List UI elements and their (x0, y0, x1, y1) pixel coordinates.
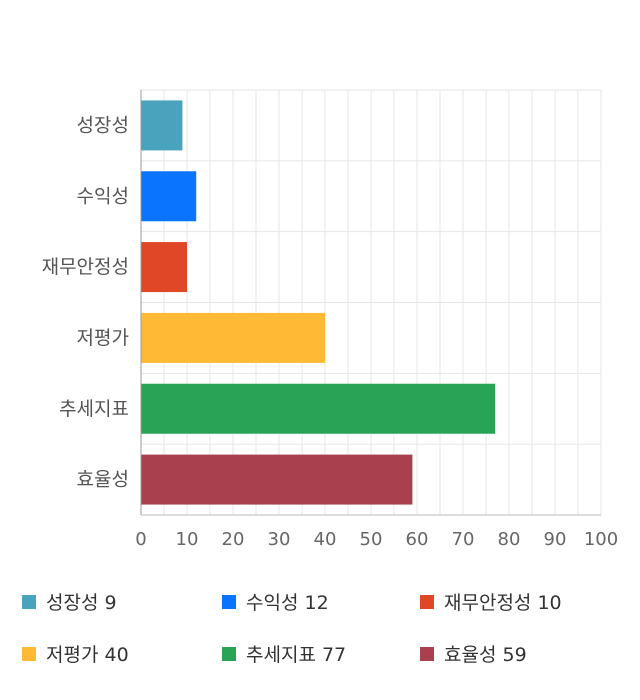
x-tick-label-4: 40 (314, 529, 337, 550)
legend-swatch (420, 646, 434, 661)
bar-1 (141, 171, 197, 222)
category-label-0: 성장성 (77, 114, 129, 136)
category-label-4: 추세지표 (59, 398, 129, 420)
legend-swatch (22, 594, 36, 609)
x-tick-label-0: 0 (135, 529, 146, 550)
legend-label: 효율성 59 (444, 644, 527, 666)
x-tick-label-2: 20 (222, 529, 245, 550)
legend-item-trend-indicator: 추세지표 77 (222, 640, 346, 667)
legend-item-financial-stability: 재무안정성 10 (420, 588, 562, 615)
legend-item-growth: 성장성 9 (22, 588, 117, 615)
bar-4 (141, 383, 496, 434)
x-tick-label-8: 80 (498, 529, 521, 550)
legend-swatch (222, 646, 236, 661)
x-tick-label-3: 30 (268, 529, 291, 550)
legend-label: 추세지표 77 (246, 644, 347, 666)
category-label-1: 수익성 (77, 185, 129, 207)
legend-label: 성장성 9 (46, 592, 117, 614)
legend-swatch (222, 594, 236, 609)
bar-0 (141, 100, 183, 151)
legend-label: 재무안정성 10 (444, 592, 562, 614)
axes (140, 90, 601, 516)
legend-label: 저평가 40 (46, 644, 129, 666)
x-tick-label-1: 10 (176, 529, 199, 550)
x-tick-label-9: 90 (544, 529, 567, 550)
legend-swatch (22, 646, 36, 661)
category-label-2: 재무안정성 (42, 256, 129, 278)
tick-labels: 0 10 20 30 40 50 60 70 80 90 100 (135, 529, 618, 550)
legend-item-efficiency: 효율성 59 (420, 640, 527, 667)
category-label-5: 효율성 (77, 469, 129, 491)
x-tick-label-6: 60 (406, 529, 429, 550)
legend: 성장성 9 수익성 12 재무안정성 10 저평가 40 추세지표 77 효율성… (0, 578, 640, 688)
x-tick-label-7: 70 (452, 529, 475, 550)
x-tick-label-5: 50 (360, 529, 383, 550)
category-label-3: 저평가 (77, 327, 129, 349)
legend-swatch (420, 594, 434, 609)
bar-2 (141, 242, 187, 293)
bar-3 (141, 312, 325, 363)
legend-item-undervaluation: 저평가 40 (22, 640, 129, 667)
x-tick-label-10: 100 (584, 529, 618, 550)
bar-5 (141, 454, 413, 505)
legend-item-profitability: 수익성 12 (222, 588, 329, 615)
legend-label: 수익성 12 (246, 592, 329, 614)
grid-lines (140, 89, 602, 516)
bars (141, 100, 496, 505)
